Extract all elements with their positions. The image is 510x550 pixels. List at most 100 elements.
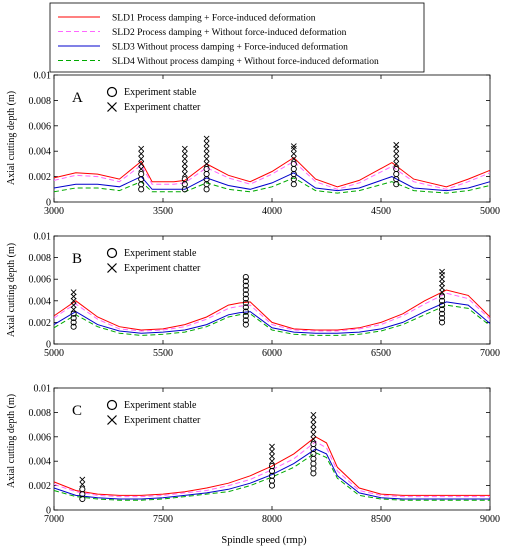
panel-a-x-tick-label: 3000 xyxy=(44,206,64,217)
panel-b-x-tick-label: 5500 xyxy=(153,348,173,359)
panel-c-experiment-chatter-marker xyxy=(310,436,317,443)
panel-c-x-tick-label: 7500 xyxy=(153,514,173,525)
panel-b-experiment-stable-marker xyxy=(438,319,446,326)
panel-a-experiment-chatter-marker xyxy=(290,145,297,152)
panel-b-x-tick-label: 6000 xyxy=(262,348,282,359)
panel-a-y-tick-label: 0.008 xyxy=(29,96,52,107)
panel-b-experiment-stable-marker xyxy=(242,321,249,328)
panel-c-experiment-stable-marker xyxy=(268,467,276,475)
panel-b-series-sld3 xyxy=(53,301,491,334)
panel-a-experiment-stable-marker xyxy=(393,165,400,173)
panel-b-experiment-stable-marker xyxy=(242,317,249,324)
panel-c-series-sld3 xyxy=(53,448,490,500)
panel-a-legend-chatter-label: Experiment chatter xyxy=(124,102,201,113)
panel-b-experiment-stable-marker xyxy=(438,315,446,322)
panel-b-experiment-chatter-marker xyxy=(70,302,77,309)
panel-b: 0 0.002 0.004 0.006 0.008 0.01 5000 5500 6000 650… xyxy=(29,232,501,360)
panel-b-experiment-stable-marker xyxy=(242,291,249,298)
panel-c-experiment-stable-marker xyxy=(79,486,86,493)
panel-b-experiment-chatter-marker xyxy=(439,268,445,275)
panel-a-experiment-chatter-marker xyxy=(393,141,400,148)
panel-c-y-tick-label: 0.002 xyxy=(29,481,52,492)
panel-a-experiment-stable-marker xyxy=(290,165,297,173)
panel-c-experiment-stable-marker xyxy=(310,470,317,477)
panel-c-x-tick-label: 7000 xyxy=(44,514,64,525)
panel-a-experiment-chatter-marker xyxy=(138,155,145,162)
panel-b-panel-letter: B xyxy=(72,251,82,267)
panel-a-experiment-chatter-marker xyxy=(290,143,297,150)
panel-b-experiment-stable-marker xyxy=(438,293,446,300)
panel-b-experiment-stable-marker xyxy=(70,315,77,322)
panel-c-experiment-chatter-marker xyxy=(269,448,275,455)
panel-b-experiment-stable-marker xyxy=(242,304,249,311)
panel-b-y-tick-label: 0.006 xyxy=(29,275,52,286)
panel-c-experiment-chatter-marker xyxy=(310,431,317,438)
panel-c-legend-stable-label: Experiment stable xyxy=(124,400,197,411)
panel-a-experiment-chatter-marker xyxy=(181,150,188,157)
panel-a-experiment-chatter-marker xyxy=(181,166,188,172)
panel-c-panel-letter: C xyxy=(72,403,82,419)
legend-label-sld4: SLD4 Without process damping + Without f… xyxy=(112,56,379,67)
panel-c-x-tick-label: 8000 xyxy=(262,514,282,525)
panel-a-y-tick-label: 0.002 xyxy=(29,172,52,183)
panel-a-x-tick-label: 3500 xyxy=(153,206,173,217)
panel-b-experiment-stable-marker xyxy=(242,278,249,285)
panel-b-experiment-stable-marker xyxy=(438,297,446,304)
panel-a-experiment-chatter-marker xyxy=(203,135,210,142)
panel-a-y-axis-label: Axial cutting depth (m) xyxy=(6,91,17,185)
panel-c-experiment-chatter-marker xyxy=(310,416,317,423)
panel-a-series-sld2 xyxy=(53,160,491,190)
sld-legend: SLD1 Process damping + Force-induced def… xyxy=(49,2,425,73)
panel-a-experiment-chatter-marker xyxy=(203,155,210,162)
panel-b-experiment-stable-marker xyxy=(242,308,249,315)
panel-a-experiment-chatter-marker xyxy=(203,140,210,147)
panel-b-legend-stable-symbol xyxy=(106,247,118,259)
panel-b-y-tick-label: 0.008 xyxy=(29,253,52,264)
panel-b-experiment-chatter-marker xyxy=(70,297,77,304)
panel-c-x-tick-label: 9000 xyxy=(480,514,500,525)
panel-b-experiment-stable-marker xyxy=(438,310,446,317)
panel-c-experiment-chatter-marker xyxy=(269,443,275,450)
panel-b-experiment-chatter-marker xyxy=(70,306,77,313)
legend-label-sld2: SLD2 Process damping + Without force-ind… xyxy=(112,27,347,38)
x-axis-label: Spindle speed (rmp) xyxy=(221,535,307,546)
panel-c-experiment-stable-marker xyxy=(268,482,276,489)
panel-c-experiment-chatter-marker xyxy=(79,481,86,488)
panel-c-experiment-chatter-marker xyxy=(310,426,317,433)
panel-a-experiment-chatter-marker xyxy=(393,160,400,167)
panel-a-x-tick-label: 4500 xyxy=(371,206,391,217)
panel-b-experiment-stable-marker xyxy=(70,323,77,330)
panel-b-y-tick-label: 0 xyxy=(46,340,51,351)
panel-b-experiment-stable-marker xyxy=(242,312,249,319)
panel-c-y-tick-label: 0.006 xyxy=(29,432,52,443)
legend-label-sld1: SLD1 Process damping + Force-induced def… xyxy=(112,13,316,24)
panel-b-x-tick-label: 7000 xyxy=(480,348,500,359)
panel-a-experiment-stable-marker xyxy=(138,171,145,178)
panel-b-y-axis-label: Axial cutting depth (m) xyxy=(6,243,17,337)
panel-a-experiment-chatter-marker xyxy=(138,150,145,157)
panel-c-y-axis-label: Axial cutting depth (m) xyxy=(6,394,17,488)
panel-b-experiment-chatter-marker xyxy=(439,276,445,283)
panel-c-series-sld2 xyxy=(53,441,490,498)
panel-a-y-tick-label: 0.01 xyxy=(34,71,52,82)
panel-c-experiment-stable-marker xyxy=(310,450,317,457)
panel-b-y-tick-label: 0.004 xyxy=(29,296,52,307)
panel-a-legend-chatter-symbol xyxy=(107,102,117,112)
panel-a-legend-stable-label: Experiment stable xyxy=(124,87,197,98)
panel-a-x-tick-label: 4000 xyxy=(262,206,282,217)
panel-c-experiment-stable-marker xyxy=(268,463,276,470)
panel-b-experiment-chatter-marker xyxy=(439,289,445,296)
panel-c-experiment-stable-marker xyxy=(79,495,86,503)
panel-b-experiment-stable-marker xyxy=(438,302,446,309)
panel-a-experiment-chatter-marker xyxy=(203,150,210,157)
panel-b-experiment-stable-marker xyxy=(242,273,249,281)
panel-a-experiment-chatter-marker xyxy=(181,155,188,162)
panel-b-experiment-chatter-marker xyxy=(70,293,77,300)
panel-c-experiment-chatter-marker xyxy=(310,421,317,428)
panel-b-experiment-chatter-marker xyxy=(439,280,445,287)
panel-a-y-tick-label: 0.004 xyxy=(29,147,52,158)
panel-a-experiment-stable-marker xyxy=(203,171,210,178)
panel-c-y-tick-label: 0.004 xyxy=(29,457,52,468)
panel-c-experiment-chatter-marker xyxy=(310,411,317,418)
panel-c: 0 0.002 0.004 0.006 0.008 0.01 7000 7500 8000 850… xyxy=(29,384,501,526)
